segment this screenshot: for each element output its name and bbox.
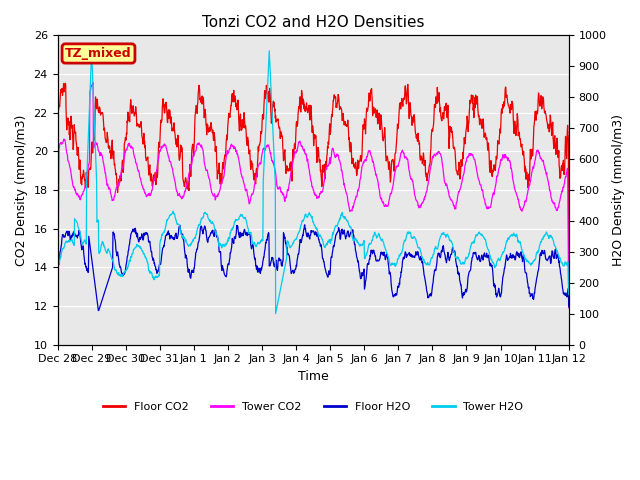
Tower CO2 [504, 157, 512, 163]
Floor H2O [393, 292, 401, 298]
Y-axis label: H2O Density (mmol/m3): H2O Density (mmol/m3) [612, 114, 625, 266]
Tower CO2 [460, 173, 467, 179]
Y-axis label: CO2 Density (mmol/m3): CO2 Density (mmol/m3) [15, 114, 28, 265]
Line: Tower CO2: Tower CO2 [58, 83, 569, 345]
Tower H2O [565, 291, 573, 297]
Tower CO2 [392, 163, 400, 169]
Tower H2O [156, 273, 163, 279]
Floor H2O [156, 263, 163, 269]
Tower H2O [392, 261, 400, 266]
Line: Floor CO2: Floor CO2 [58, 83, 569, 271]
Tower CO2 [54, 342, 61, 348]
Floor H2O [505, 256, 513, 262]
Line: Floor H2O: Floor H2O [58, 225, 569, 311]
Tower H2O [54, 314, 61, 320]
Floor CO2 [54, 242, 61, 248]
Floor H2O [95, 308, 102, 313]
Floor H2O [460, 289, 467, 295]
Tower H2O [88, 48, 95, 54]
Floor CO2 [460, 156, 467, 161]
Floor CO2 [225, 110, 232, 116]
Tower CO2 [225, 149, 232, 155]
Floor CO2 [61, 80, 69, 86]
Floor H2O [565, 304, 573, 310]
Tower CO2 [89, 80, 97, 85]
Floor CO2 [392, 141, 400, 146]
Floor CO2 [156, 143, 163, 149]
Line: Tower H2O: Tower H2O [58, 51, 569, 317]
Floor CO2 [565, 268, 573, 274]
Tower H2O [460, 260, 467, 266]
Text: TZ_mixed: TZ_mixed [65, 47, 132, 60]
Legend: Floor CO2, Tower CO2, Floor H2O, Tower H2O: Floor CO2, Tower CO2, Floor H2O, Tower H… [99, 397, 528, 416]
Tower CO2 [168, 164, 175, 169]
X-axis label: Time: Time [298, 370, 328, 383]
Tower H2O [504, 236, 512, 241]
Floor H2O [168, 234, 175, 240]
Tower CO2 [156, 151, 163, 157]
Floor CO2 [168, 120, 175, 126]
Tower CO2 [565, 305, 573, 311]
Floor H2O [54, 298, 61, 303]
Tower H2O [225, 235, 232, 240]
Floor H2O [225, 262, 232, 268]
Floor H2O [301, 222, 308, 228]
Floor CO2 [504, 103, 512, 108]
Title: Tonzi CO2 and H2O Densities: Tonzi CO2 and H2O Densities [202, 15, 424, 30]
Tower H2O [168, 211, 175, 217]
